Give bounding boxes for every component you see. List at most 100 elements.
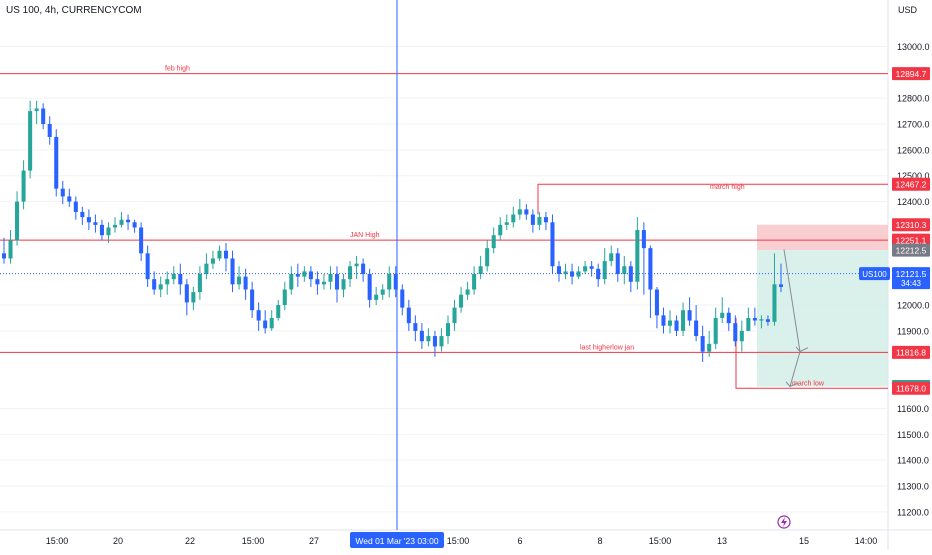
price-tag-text: 12310.3: [896, 220, 927, 230]
price-tag-text: 12894.7: [896, 69, 927, 79]
candle-body: [367, 274, 372, 300]
candle-body: [54, 136, 59, 189]
x-tick-label: 8: [597, 536, 602, 546]
x-tick-label: 6: [517, 536, 522, 546]
candle-body: [341, 279, 346, 290]
candle-body: [485, 248, 490, 267]
candle-body: [746, 317, 751, 331]
candle-body: [256, 310, 261, 321]
candle-body: [374, 294, 379, 300]
candle-body: [99, 224, 104, 236]
candle-body: [641, 230, 646, 249]
axes: 13000.0 12800.0 12700.0 12600.0 12500.0 12400…: [46, 42, 930, 548]
candle-body: [41, 108, 46, 125]
candle-body: [210, 258, 215, 264]
candle-body: [609, 253, 614, 262]
candle-body: [432, 336, 437, 347]
candle-body: [380, 289, 385, 295]
candle-body: [465, 289, 470, 295]
candle-body: [321, 281, 326, 285]
candle-body: [289, 274, 294, 290]
candle-body: [276, 305, 281, 318]
lightning-icon[interactable]: [777, 515, 791, 529]
candle-body: [250, 289, 255, 311]
candle-body: [602, 261, 607, 280]
level-lines: feb high JAN High last higherlow jan march …: [0, 66, 888, 389]
y-tick-label: 12600.0: [897, 145, 930, 155]
price-tag: [892, 233, 930, 247]
price-tag-text: 12251.1: [896, 235, 927, 245]
candle-body: [80, 211, 85, 218]
candle-body: [93, 222, 98, 225]
candle-body: [563, 271, 568, 274]
candle-body: [472, 274, 477, 290]
candle-body: [34, 108, 39, 112]
candle-body: [315, 279, 320, 285]
candle-body: [570, 271, 575, 277]
candle-body: [648, 248, 653, 290]
candle-body: [713, 317, 718, 344]
candle-body: [112, 224, 118, 228]
y-tick-label: 11200.0: [897, 507, 929, 517]
candle-body: [700, 336, 705, 352]
candle-body: [393, 274, 398, 290]
candle-body: [635, 230, 640, 282]
candle-body: [445, 323, 451, 337]
candle-body: [263, 320, 268, 329]
candle-body: [302, 271, 307, 277]
candle-body: [478, 266, 483, 274]
current-price-tag: [892, 267, 930, 290]
candle-body: [772, 284, 777, 322]
candle-body: [498, 224, 503, 236]
candle-body: [733, 323, 738, 342]
x-tick-label: 14:00: [855, 536, 878, 546]
candle-body: [145, 253, 150, 280]
candle-body: [694, 320, 699, 337]
y-tick-label: 12500.0: [897, 171, 930, 181]
candle-body: [459, 294, 464, 308]
y-tick-label: 12800.0: [897, 94, 930, 104]
price-tag-text: 12212.5: [896, 245, 927, 255]
crosshair-date-tag: [350, 532, 444, 548]
candle-body: [21, 170, 26, 202]
y-tick-label: 12000.0: [897, 301, 930, 311]
candle-body: [687, 310, 692, 321]
candle-body: [720, 312, 725, 318]
y-tick-label: 12400.0: [897, 197, 930, 207]
position-zones: [757, 224, 888, 387]
candle-body: [759, 319, 764, 321]
candle-body: [217, 250, 222, 259]
y-tick-label: 11500.0: [897, 430, 929, 440]
candle-body: [126, 219, 131, 223]
candle-body: [752, 317, 757, 321]
level-label: march high: [710, 184, 745, 191]
candle-body: [413, 323, 418, 331]
candle-body: [537, 217, 542, 225]
candle-body: [354, 263, 359, 267]
candle-body: [184, 284, 189, 303]
price-tag: [892, 381, 930, 395]
candles: [1, 100, 784, 362]
candle-body: [243, 276, 248, 290]
candle-body: [426, 336, 431, 342]
candle-body: [197, 274, 202, 293]
candle-body: [583, 266, 588, 272]
candle-body: [491, 235, 496, 249]
candle-body: [452, 307, 457, 324]
projection-arrowhead: [795, 346, 809, 353]
candle-body: [524, 209, 529, 215]
level-label: last higherlow jan: [580, 344, 634, 351]
lightning-icon-ring: [777, 515, 791, 529]
candle-body: [778, 284, 784, 287]
symbol-title: US 100, 4h, CURRENCYCOM: [6, 5, 142, 16]
price-tag-text: 11678.0: [896, 383, 926, 393]
y-tick-label: 11400.0: [897, 456, 929, 466]
candle-body: [165, 279, 170, 285]
candle-body: [707, 343, 712, 352]
overlays: [0, 0, 888, 530]
x-tick-label: 15:00: [46, 536, 69, 546]
candle-body: [106, 227, 111, 236]
candle-body: [667, 320, 673, 326]
